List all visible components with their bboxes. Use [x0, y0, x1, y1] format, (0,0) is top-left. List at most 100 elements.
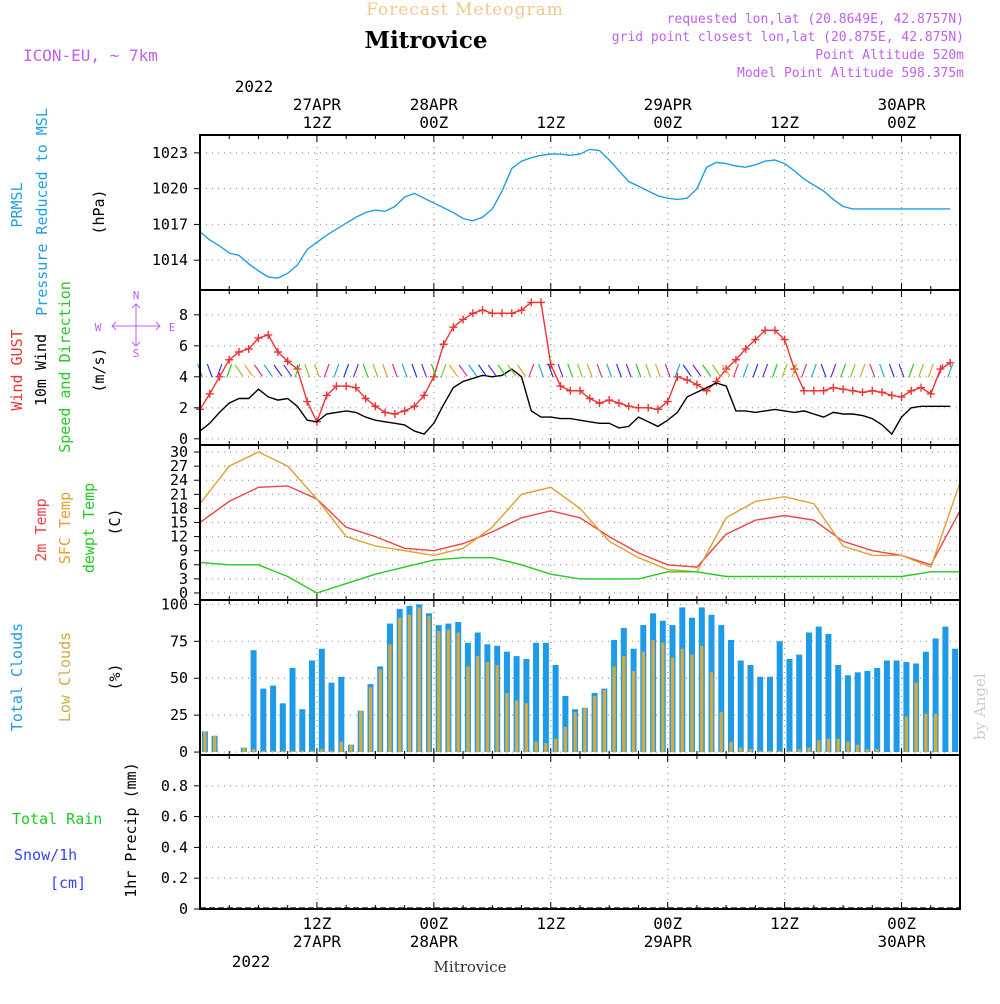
bar-total-clouds [533, 642, 540, 752]
wind-arrow [606, 363, 613, 378]
bar-low-clouds [437, 631, 441, 752]
gust-marker [644, 403, 653, 412]
wind-arrow [333, 363, 340, 378]
ytick-label: 4 [179, 368, 188, 386]
bar-low-clouds [339, 741, 343, 752]
bar-total-clouds [922, 651, 929, 753]
gust-marker [332, 382, 341, 391]
wind-arrow [226, 363, 233, 378]
bar-low-clouds [914, 682, 918, 753]
point-altitude: Point Altitude 520m [815, 48, 964, 63]
gust-marker [498, 309, 507, 318]
gust-marker [420, 391, 429, 400]
bar-total-clouds [864, 670, 871, 753]
gust-marker [459, 315, 468, 324]
wind-arrow [440, 363, 447, 378]
ytick-label: 75 [170, 632, 188, 650]
gust-marker [663, 397, 672, 406]
top-hour-label: 12Z [770, 113, 799, 132]
bar-total-clouds [776, 641, 783, 752]
bar-low-clouds [261, 750, 265, 753]
bar-low-clouds [807, 747, 811, 752]
bottom-date-label: 29APR [644, 932, 693, 951]
compass-n: N [133, 289, 140, 302]
bar-low-clouds [758, 750, 762, 753]
top-hour-label: 12Z [302, 113, 331, 132]
top-hour-label: 00Z [887, 113, 916, 132]
subtitle: Forecast Meteogram [366, 0, 564, 20]
wind-arrow [859, 363, 866, 378]
wind-arrow [742, 363, 749, 378]
bottom-hour-label: 12Z [536, 914, 565, 933]
wind-arrow [898, 363, 905, 378]
wind-ylabels: Wind GUST 10m Wind Speed and Direction (… [8, 281, 108, 453]
bar-low-clouds [631, 670, 636, 753]
gust-marker [926, 389, 935, 398]
bar-low-clouds [934, 713, 938, 753]
ytick-label: 15 [170, 514, 188, 532]
wind-arrow [411, 363, 418, 378]
top-date-label: 29APR [644, 95, 693, 114]
compass-s: S [133, 347, 140, 360]
compass: N W E S [95, 289, 176, 360]
bottom-date-label: 30APR [877, 932, 926, 951]
gust-marker [634, 403, 643, 412]
gust-marker [488, 309, 497, 318]
bar-low-clouds [836, 738, 840, 753]
series-2m-temp [199, 485, 961, 568]
gust-marker [439, 340, 448, 349]
gust-marker [761, 326, 770, 335]
ylabel-low-clouds: Low Clouds [56, 632, 74, 722]
bar-low-clouds [709, 672, 714, 752]
gust-marker [887, 391, 896, 400]
wind-arrow [577, 363, 583, 378]
gust-marker [322, 391, 331, 400]
wind-arrow [664, 363, 671, 378]
bar-low-clouds [612, 666, 616, 752]
bar-total-clouds [796, 654, 803, 752]
bar-low-clouds [797, 749, 801, 753]
bar-total-clouds [338, 676, 345, 753]
year-bottom: 2022 [232, 952, 271, 971]
bar-low-clouds [466, 666, 470, 752]
gust-marker [819, 386, 828, 395]
bar-low-clouds [417, 607, 421, 753]
gust-marker [839, 385, 848, 394]
wind-arrow [645, 363, 652, 378]
gust-marker [809, 386, 818, 395]
bar-low-clouds [271, 750, 275, 753]
top-hour-label: 00Z [419, 113, 448, 132]
bar-total-clouds [250, 650, 257, 753]
ylabel-prmsl: PRMSL [8, 182, 26, 227]
bar-low-clouds [310, 750, 314, 753]
bar-low-clouds [427, 616, 431, 752]
wind-arrow [732, 363, 739, 378]
bar-total-clouds [270, 685, 277, 752]
bar-total-clouds [883, 660, 890, 752]
wind-arrow [879, 363, 886, 378]
ylabel-hpa: (hPa) [90, 189, 108, 234]
bar-total-clouds [767, 676, 773, 753]
wind-arrow [478, 364, 488, 377]
bar-total-clouds [806, 632, 812, 753]
gust-marker [595, 399, 604, 408]
bar-low-clouds [904, 716, 908, 752]
bar-low-clouds [622, 656, 626, 753]
top-date-label: 27APR [293, 95, 342, 114]
ylabel-gust: Wind GUST [8, 329, 26, 410]
bar-low-clouds [787, 750, 792, 753]
panel-frame [199, 134, 961, 291]
ytick-label: 0.4 [161, 838, 188, 856]
bottom-hour-label: 12Z [770, 914, 799, 933]
series-prmsl [199, 148, 951, 279]
label-total-rain: Total Rain [12, 810, 102, 828]
wind-arrow [791, 363, 798, 378]
wind-arrow [538, 363, 544, 378]
bar-total-clouds [844, 675, 851, 753]
gust-marker [351, 383, 360, 392]
bar-low-clouds [865, 749, 870, 753]
ylabel-celsius: (C) [106, 508, 124, 535]
bar-total-clouds [952, 648, 959, 752]
bar-low-clouds [719, 712, 723, 753]
gust-marker [780, 335, 789, 344]
